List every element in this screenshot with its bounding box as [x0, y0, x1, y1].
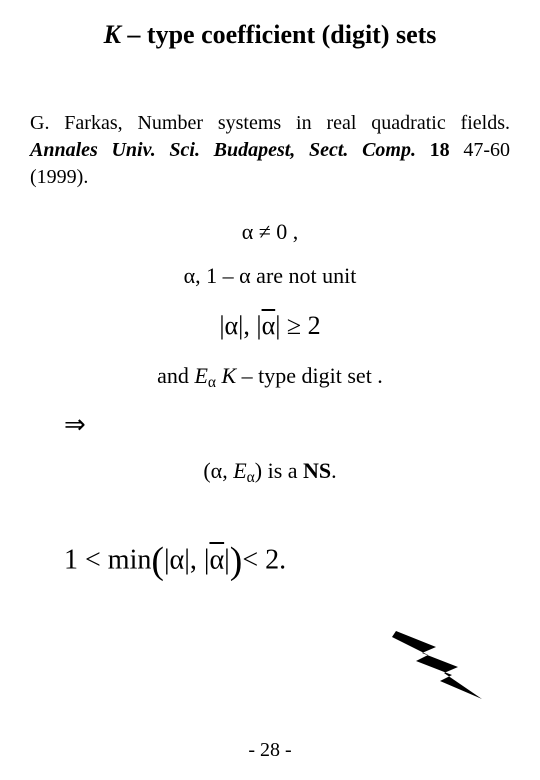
ns-E-sub: α	[247, 469, 255, 486]
abs-bar: α	[262, 311, 276, 340]
eq-not-unit: α, 1 – α are not unit	[30, 263, 510, 289]
abs-part2: | ≥ 2	[275, 311, 320, 340]
ref-volume: 18	[416, 139, 450, 161]
page-title: K – type coefficient (digit) sets	[30, 20, 510, 50]
lightning-icon	[388, 623, 484, 708]
page-number: - 28 -	[0, 739, 540, 762]
min-open-paren: (	[151, 540, 164, 582]
ns-bold: NS	[303, 458, 331, 483]
ns-dot: .	[331, 458, 337, 483]
min-bar: α	[209, 544, 224, 575]
ns-E: E	[233, 458, 246, 483]
eq-digit-set: and Eα K – type digit set .	[30, 363, 510, 392]
eq-abs-ge-2: |α|, |α| ≥ 2	[30, 311, 510, 341]
min-close-paren: )	[230, 540, 243, 582]
ns-close: ) is a	[255, 458, 303, 483]
digit-set-rest: – type digit set .	[236, 363, 383, 388]
E-symbol: E	[194, 363, 207, 388]
eq-min-bound: 1 < min(|α|, |α|)< 2.	[30, 539, 510, 583]
ns-open: (α,	[203, 458, 233, 483]
reference-block: G. Farkas, Number systems in real quadra…	[30, 110, 510, 191]
E-subscript: α	[208, 374, 216, 391]
implies-arrow: ⇒	[64, 410, 510, 440]
title-rest: – type coefficient (digit) sets	[121, 20, 437, 49]
min-pre: 1 < min	[64, 544, 151, 575]
ref-authors: G. Farkas, Number systems in real quadra…	[30, 112, 510, 134]
title-k: K	[104, 20, 121, 49]
eq-alpha-nonzero: α ≠ 0 ,	[30, 219, 510, 245]
min-mid1: |α|, |	[164, 544, 210, 575]
eq-is-ns: (α, Eα) is a NS.	[30, 458, 510, 487]
abs-part1: |α|, |	[219, 311, 261, 340]
min-post: < 2.	[242, 544, 286, 575]
and-text: and	[157, 363, 194, 388]
K-symbol: K	[216, 363, 236, 388]
ref-journal: Annales Univ. Sci. Budapest, Sect. Comp.	[30, 139, 416, 161]
